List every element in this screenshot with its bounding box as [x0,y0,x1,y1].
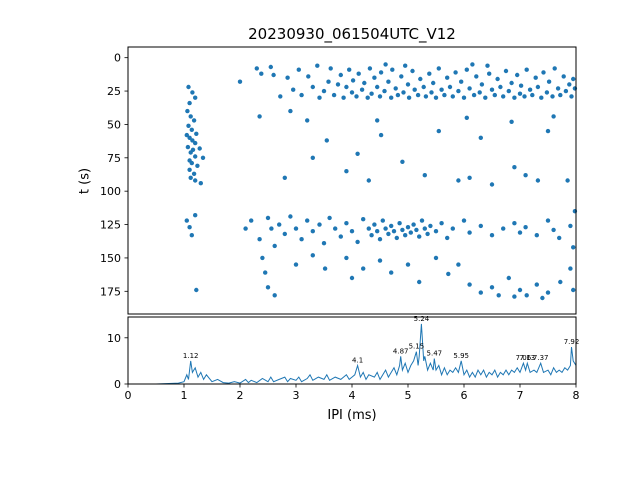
svg-text:5.47: 5.47 [427,350,443,358]
svg-text:3: 3 [293,389,300,402]
svg-text:5.15: 5.15 [409,343,425,351]
svg-text:7: 7 [517,389,524,402]
svg-text:7.37: 7.37 [533,354,549,362]
svg-text:25: 25 [107,85,121,98]
svg-text:150: 150 [100,252,121,265]
svg-text:10: 10 [107,332,121,345]
svg-text:4.1: 4.1 [352,357,363,365]
svg-text:7.92: 7.92 [564,338,580,346]
svg-text:5: 5 [405,389,412,402]
svg-text:5.95: 5.95 [453,352,469,360]
svg-text:7.13: 7.13 [519,354,535,362]
svg-text:0: 0 [125,389,132,402]
svg-text:0: 0 [114,52,121,65]
x-axis-label: IPI (ms) [327,408,377,423]
svg-text:4.87: 4.87 [393,347,409,355]
svg-text:8: 8 [573,389,580,402]
svg-text:0: 0 [114,378,121,391]
svg-text:1: 1 [181,389,188,402]
svg-text:5.24: 5.24 [414,315,430,323]
svg-text:50: 50 [107,118,121,131]
scatter-points [184,62,578,301]
peak-annotations: 1.12 4.1 4.875.15 5.24 5.47 5.95 7.067.137.37 7… [183,315,579,365]
svg-text:100: 100 [100,185,121,198]
svg-text:2: 2 [237,389,244,402]
chart-title: 20230930_061504UTC_V12 [248,25,456,43]
svg-text:7.06: 7.06 [516,354,532,362]
svg-text:125: 125 [100,219,121,232]
histogram-line [128,323,577,385]
svg-text:4: 4 [349,389,356,402]
svg-text:1.12: 1.12 [183,352,199,360]
svg-text:175: 175 [100,285,121,298]
svg-text:6: 6 [461,389,468,402]
axes-spines [127,46,577,385]
svg-text:75: 75 [107,152,121,165]
